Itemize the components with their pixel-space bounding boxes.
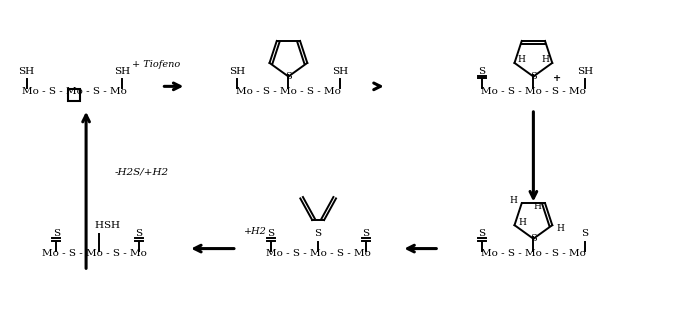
Text: +: + <box>553 74 561 83</box>
Text: SH: SH <box>114 67 130 76</box>
Bar <box>68 89 80 101</box>
Text: H: H <box>95 221 103 230</box>
Text: S: S <box>362 229 369 238</box>
Text: Mo - S - Mo - S - Mo: Mo - S - Mo - S - Mo <box>22 87 126 96</box>
Text: + Tiofeno: + Tiofeno <box>132 60 180 69</box>
Text: SH: SH <box>577 67 593 76</box>
Text: H: H <box>533 202 541 211</box>
Text: -H2S/+H2: -H2S/+H2 <box>114 167 169 176</box>
Text: S: S <box>285 72 292 81</box>
Text: H: H <box>556 224 564 233</box>
Text: S: S <box>530 234 537 243</box>
Text: H: H <box>518 56 525 65</box>
Text: Mo - S - Mo - S - Mo: Mo - S - Mo - S - Mo <box>481 87 586 96</box>
Text: +H2: +H2 <box>244 227 267 236</box>
Text: H: H <box>518 218 527 227</box>
Text: Mo - S - Mo - S - Mo: Mo - S - Mo - S - Mo <box>236 87 341 96</box>
Text: S: S <box>267 229 274 238</box>
Text: S: S <box>53 229 60 238</box>
Text: S: S <box>581 229 589 238</box>
Text: S: S <box>530 72 537 81</box>
Text: Mo - S - Mo - S - Mo: Mo - S - Mo - S - Mo <box>266 249 370 258</box>
Text: S: S <box>103 221 110 230</box>
Text: Mo - S - Mo - S - Mo: Mo - S - Mo - S - Mo <box>481 249 586 258</box>
Text: S: S <box>478 67 485 76</box>
Text: S: S <box>314 229 322 238</box>
Text: H: H <box>110 221 120 230</box>
Text: H: H <box>541 56 549 65</box>
Text: S: S <box>135 229 142 238</box>
Text: SH: SH <box>332 67 348 76</box>
Text: S: S <box>478 229 485 238</box>
Text: Mo - S - Mo - S - Mo: Mo - S - Mo - S - Mo <box>42 249 147 258</box>
Text: H: H <box>510 196 518 205</box>
Text: SH: SH <box>228 67 245 76</box>
Text: SH: SH <box>18 67 34 76</box>
